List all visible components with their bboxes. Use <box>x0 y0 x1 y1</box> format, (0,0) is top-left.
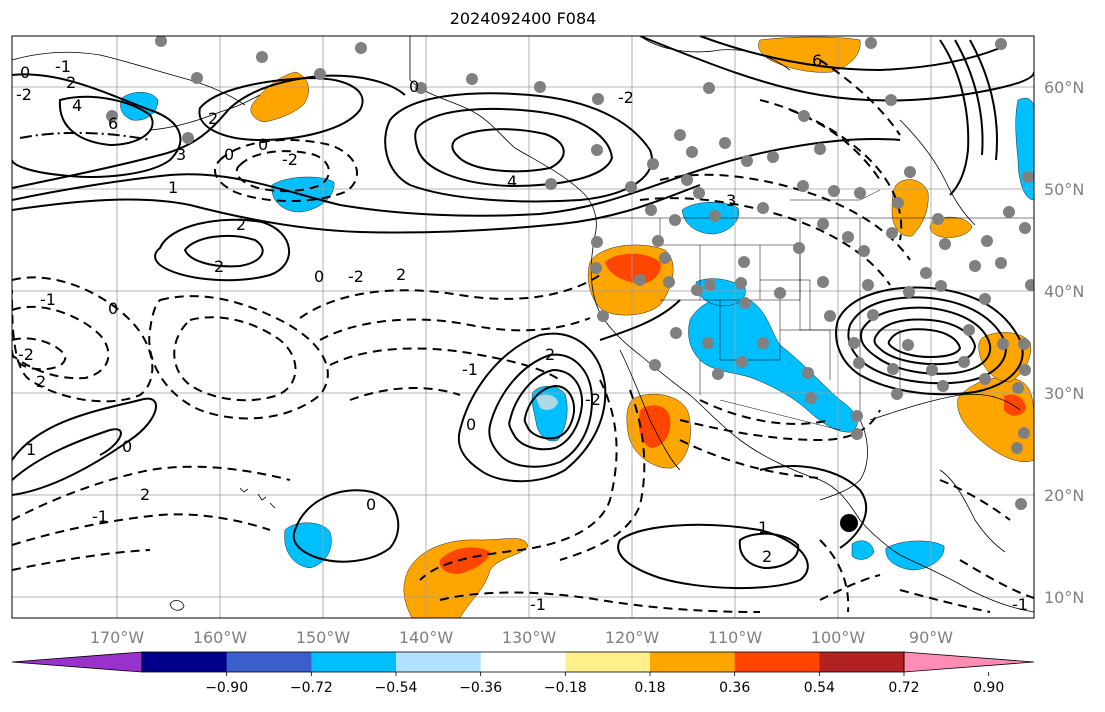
longitude-labels: 170°W 160°W 150°W 140°W 130°W 120°W 110°… <box>90 628 953 647</box>
filled-regions <box>120 36 1034 618</box>
contour-label: 2 <box>66 73 76 92</box>
lat-label: 60°N <box>1044 78 1084 97</box>
contour-label: 3 <box>176 145 186 164</box>
contour-label: 1 <box>758 518 768 537</box>
contour-label: 2 <box>214 257 224 276</box>
lat-label: 30°N <box>1044 384 1084 403</box>
lon-label: 120°W <box>605 628 660 647</box>
contour-label: 0 <box>258 135 268 154</box>
lon-label: 100°W <box>811 628 866 647</box>
station-markers <box>106 36 1034 510</box>
contour-label: -2 <box>18 345 34 364</box>
colorbar-segment <box>142 652 228 672</box>
colorbar-segment <box>650 652 736 672</box>
contour-label: -1 <box>1012 595 1028 614</box>
colorbar-segment <box>311 652 397 672</box>
contour-label: -2 <box>348 267 364 286</box>
dashdot-contours <box>19 131 151 141</box>
map-background <box>12 36 1034 618</box>
lat-label: 20°N <box>1044 486 1084 505</box>
contour-label: 4 <box>507 172 517 191</box>
colorbar-tick-label: −0.54 <box>375 680 418 696</box>
fill-lightblue-offshore <box>536 394 558 410</box>
colorbar-tick-label: −0.90 <box>205 680 248 696</box>
fill-cyan-hawaii-region <box>284 522 332 569</box>
fill-cyan-central-america <box>885 540 945 571</box>
contour-label: 1 <box>26 440 36 459</box>
contour-label: 6 <box>812 51 822 70</box>
contour-label: 2 <box>208 109 218 128</box>
contour-label: 0 <box>20 63 30 82</box>
lon-label: 160°W <box>193 628 248 647</box>
colorbar-segment <box>819 652 905 672</box>
colorbar-tick-label: −0.72 <box>290 680 333 696</box>
lon-label: 90°W <box>909 628 953 647</box>
colorbar-tick-label: −0.18 <box>544 680 587 696</box>
contour-label: -1 <box>92 507 108 526</box>
contour-label: -1 <box>530 595 546 614</box>
contour-label: -2 <box>618 88 634 107</box>
colorbar-tick-label: 0.72 <box>888 680 919 696</box>
colorbar-arrow-max <box>903 651 1035 673</box>
contour-label: -2 <box>585 390 601 409</box>
colorbar-segment <box>480 652 566 672</box>
contour-label: 0 <box>366 495 376 514</box>
lat-label: 10°N <box>1044 588 1084 607</box>
map-title: 2024092400 F084 <box>449 9 597 28</box>
contour-label: 2 <box>236 215 246 234</box>
contour-label: -1 <box>55 57 71 76</box>
contour-label: 6 <box>108 114 118 133</box>
contour-labels: 0 2 4 6 -2 -1 0 2 1 0 3 -2 2 2 4 0 -2 -1… <box>16 51 1028 614</box>
lat-label: 50°N <box>1044 180 1084 199</box>
contour-label: 1 <box>168 178 178 197</box>
fill-red-pacific-south <box>439 547 490 574</box>
lon-label: 130°W <box>502 628 557 647</box>
contour-label: -2 <box>282 150 298 169</box>
lat-label: 40°N <box>1044 282 1084 301</box>
fill-cyan-mexico <box>851 540 875 560</box>
contour-label: 0 <box>108 299 118 318</box>
colorbar-segment <box>734 652 820 672</box>
colorbar-tick-label: 0.54 <box>804 680 835 696</box>
lon-label: 150°W <box>296 628 351 647</box>
contour-label: 2 <box>762 547 772 566</box>
contour-label: -1 <box>40 290 56 309</box>
coastlines <box>12 36 1034 613</box>
contour-label: 2 <box>545 345 555 364</box>
colorbar-tick-label: 0.18 <box>634 680 665 696</box>
colorbar: −0.90 −0.72 −0.54 −0.36 −0.18 0.18 0.36 0.54 0.7… <box>11 651 1035 696</box>
contour-label: 2 <box>140 485 150 504</box>
contour-label: 3 <box>726 191 736 210</box>
contour-label: 0 <box>122 437 132 456</box>
contour-label: 2 <box>396 265 406 284</box>
colorbar-outline <box>141 651 905 673</box>
colorbar-segment <box>226 652 312 672</box>
latitude-labels: 60°N 50°N 40°N 30°N 20°N 10°N <box>1044 78 1084 607</box>
lon-label: 110°W <box>708 628 763 647</box>
fill-red-gulf-coast <box>1004 394 1026 416</box>
contour-label: 4 <box>72 96 82 115</box>
lon-label: 170°W <box>90 628 145 647</box>
contour-label: 0 <box>466 415 476 434</box>
highlight-station-marker <box>840 514 858 532</box>
lon-label: 140°W <box>399 628 454 647</box>
fill-red-baja <box>638 405 671 448</box>
colorbar-arrow-min <box>11 651 143 673</box>
contour-label: 0 <box>224 145 234 164</box>
fill-orange-gulf-alaska <box>250 71 309 123</box>
contour-label: -1 <box>462 360 478 379</box>
contour-label: -2 <box>16 85 32 104</box>
colorbar-segment <box>396 652 482 672</box>
colorbar-tick-label: −0.36 <box>459 680 502 696</box>
contour-label: 0 <box>314 267 324 286</box>
colorbar-tick-label: 0.36 <box>719 680 750 696</box>
colorbar-segment <box>565 652 651 672</box>
contour-label: 2 <box>36 372 46 391</box>
fill-red-california <box>605 253 661 284</box>
contour-label: 0 <box>409 77 419 96</box>
map-frame <box>11 35 1035 619</box>
colorbar-tick-label: 0.90 <box>973 680 1004 696</box>
